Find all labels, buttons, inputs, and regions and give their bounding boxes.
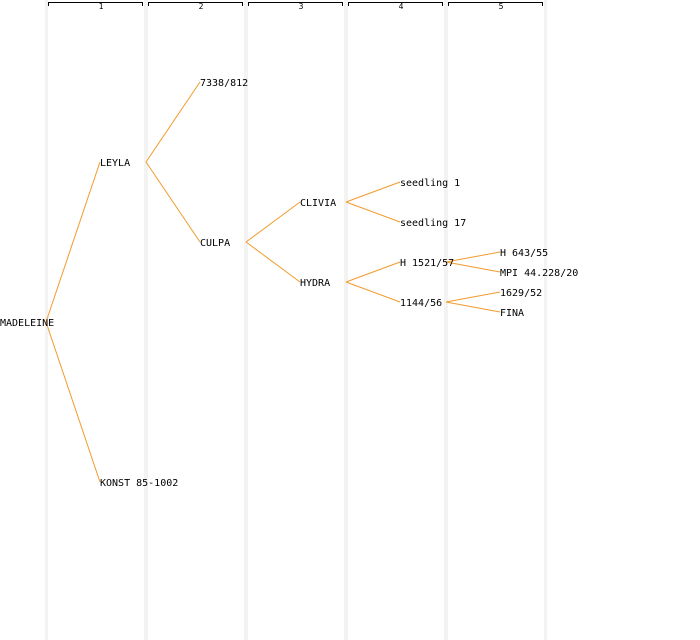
pedigree-node: H 1521/57	[400, 258, 454, 269]
generation-label: 2	[199, 2, 204, 11]
generation-band-2	[145, 0, 148, 640]
pedigree-node: LEYLA	[100, 158, 130, 169]
generation-headers: 1 2 3 4 5	[48, 2, 543, 11]
pedigree-edge	[45, 161, 101, 323]
pedigree-edge	[345, 201, 401, 223]
pedigree-edge	[45, 321, 101, 483]
pedigree-node: 7338/812	[200, 78, 248, 89]
generation-bracket-4	[348, 2, 443, 6]
pedigree-node: seedling 1	[400, 178, 460, 189]
pedigree-edge	[345, 261, 401, 283]
generation-band-edge-5	[544, 0, 547, 640]
pedigree-edge	[445, 251, 501, 263]
pedigree-edge	[145, 161, 201, 243]
generation-label: 3	[299, 2, 304, 11]
generation-band-4	[345, 0, 348, 640]
pedigree-node: MADELEINE	[0, 318, 54, 329]
generation-bracket-1	[48, 2, 143, 6]
pedigree-edge	[245, 241, 301, 283]
pedigree-nodes: MADELEINE LEYLA 7338/812 CULPA CLIVIA seedlin…	[0, 78, 578, 489]
pedigree-edge	[245, 201, 301, 243]
generation-label: 1	[99, 2, 104, 11]
pedigree-node: MPI 44.228/20	[500, 268, 578, 279]
pedigree-edge	[445, 261, 501, 273]
pedigree-node: HYDRA	[300, 278, 330, 289]
generation-bracket-2	[148, 2, 243, 6]
pedigree-node: seedling 17	[400, 218, 466, 229]
pedigree-node: FINA	[500, 308, 524, 319]
pedigree-node: CLIVIA	[300, 198, 336, 209]
generation-label: 4	[399, 2, 404, 11]
pedigree-edge	[345, 281, 401, 303]
generation-bands	[45, 0, 547, 640]
generation-label: 5	[499, 2, 504, 11]
pedigree-node: KONST 85-1002	[100, 478, 178, 489]
pedigree-edge	[145, 81, 201, 163]
generation-band-5	[445, 0, 448, 640]
pedigree-edge	[345, 181, 401, 203]
generation-bracket-5	[448, 2, 543, 6]
generation-band-3	[245, 0, 248, 640]
pedigree-node: CULPA	[200, 238, 230, 249]
generation-bracket-3	[248, 2, 343, 6]
pedigree-edges	[45, 81, 501, 483]
pedigree-node: 1629/52	[500, 288, 542, 299]
pedigree-node: 1144/56	[400, 298, 442, 309]
pedigree-node: H 643/55	[500, 248, 548, 259]
pedigree-edge	[445, 291, 501, 303]
pedigree-edge	[445, 301, 501, 313]
